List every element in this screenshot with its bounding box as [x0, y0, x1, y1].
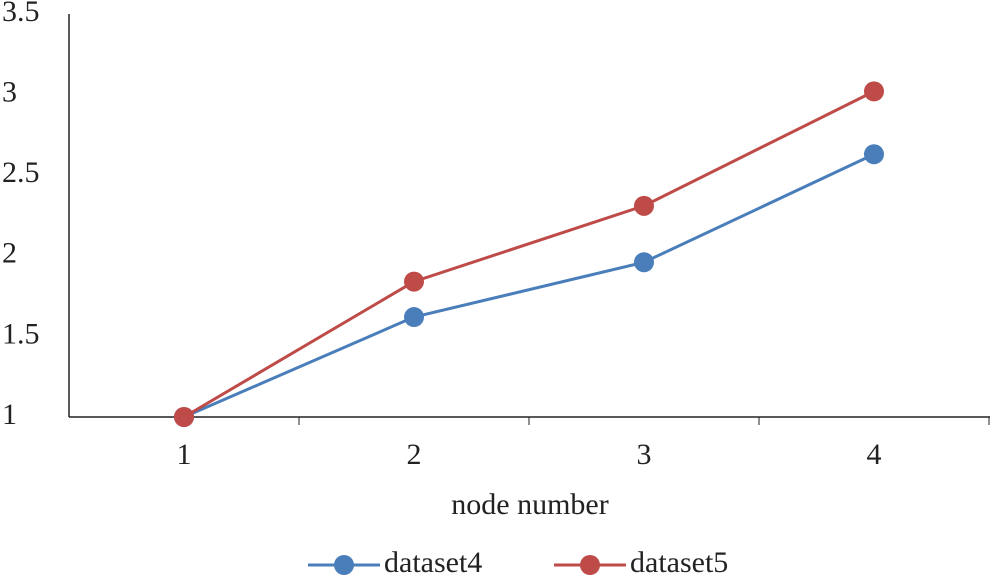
data-point	[174, 407, 194, 427]
y-tick-label: 3.5	[2, 0, 40, 28]
series-line	[183, 90, 875, 419]
legend-label: dataset4	[384, 546, 482, 579]
x-tick-label: 2	[407, 438, 422, 471]
data-point	[864, 81, 884, 102]
y-tick-label: 1	[2, 398, 17, 431]
y-tick-label: 3	[2, 75, 17, 108]
data-point	[864, 144, 884, 165]
legend-marker	[580, 555, 600, 575]
y-tick-label: 1.5	[2, 317, 40, 350]
x-tick-label: 4	[867, 438, 882, 471]
y-tick-label: 2	[2, 237, 17, 270]
data-point	[634, 195, 654, 216]
series-line	[183, 152, 875, 419]
x-axis-label: node number	[451, 488, 608, 521]
y-tick-label: 2.5	[2, 156, 40, 189]
legend-label: dataset5	[630, 546, 728, 579]
data-point	[404, 307, 424, 328]
x-tick-label: 3	[637, 438, 652, 471]
data-point	[404, 271, 424, 292]
legend-marker	[334, 555, 354, 575]
x-tick-label: 1	[177, 438, 192, 471]
data-point	[634, 252, 654, 273]
